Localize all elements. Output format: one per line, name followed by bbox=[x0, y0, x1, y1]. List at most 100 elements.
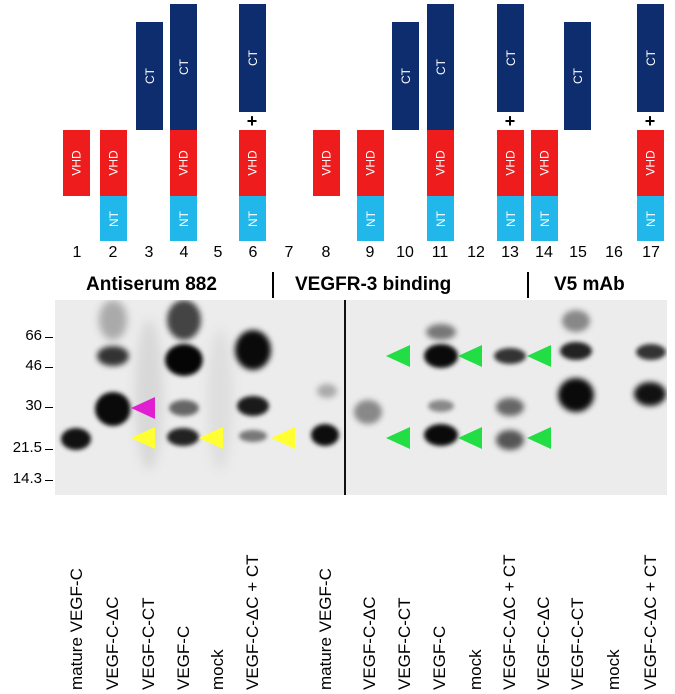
gel-band bbox=[169, 400, 199, 416]
ct-block-lane4: CT bbox=[170, 4, 197, 130]
section-divider bbox=[272, 272, 274, 298]
lane-number: 14 bbox=[535, 244, 553, 261]
lane-number: 8 bbox=[321, 244, 331, 261]
plus-sign-lane13: + bbox=[504, 111, 516, 131]
arrowhead-green bbox=[527, 345, 551, 367]
mw-tick bbox=[45, 480, 53, 481]
mw-tick bbox=[45, 407, 53, 408]
vhd-block-lane11: VHD bbox=[427, 130, 454, 196]
gel-band bbox=[426, 324, 456, 340]
mw-label-66: 66 bbox=[25, 327, 42, 344]
arrowhead-yellow bbox=[199, 427, 223, 449]
lane-number: 1 bbox=[72, 244, 82, 261]
ct-block-lane13: CT bbox=[497, 4, 524, 112]
lane-number: 11 bbox=[431, 244, 449, 261]
plus-sign-lane17: + bbox=[644, 111, 656, 131]
mw-label-14-3: 14.3 bbox=[12, 470, 42, 487]
section-antiserum-882: Antiserum 882 bbox=[86, 274, 217, 295]
vhd-block-lane4: VHD bbox=[170, 130, 197, 196]
sample-label: mock bbox=[604, 649, 623, 690]
vhd-block-lane2: VHD bbox=[100, 130, 127, 196]
mw-label-21-5: 21.5 bbox=[12, 439, 42, 456]
lane-number: 16 bbox=[605, 244, 623, 261]
gel-band bbox=[235, 330, 271, 370]
lane-number: 15 bbox=[569, 244, 587, 261]
sample-label: VEGF-C-ΔC bbox=[534, 596, 553, 690]
mw-tick bbox=[45, 337, 53, 338]
sample-label: mature VEGF-C bbox=[67, 568, 86, 690]
lane-number: 7 bbox=[284, 244, 294, 261]
ct-block-lane3: CT bbox=[136, 22, 163, 130]
lane-number: 5 bbox=[213, 244, 223, 261]
gel-band bbox=[311, 424, 339, 446]
section-vegfr3-binding: VEGFR-3 binding bbox=[295, 274, 452, 295]
lane-number: 12 bbox=[467, 244, 485, 261]
gel-band bbox=[95, 392, 131, 426]
mw-label-46: 46 bbox=[25, 357, 42, 374]
arrowhead-yellow bbox=[131, 427, 155, 449]
sample-label: VEGF-C-CT bbox=[568, 597, 587, 690]
gel-band bbox=[97, 346, 129, 366]
arrowhead-green bbox=[386, 345, 410, 367]
gel-band bbox=[317, 384, 337, 398]
ct-block-lane11: CT bbox=[427, 4, 454, 130]
arrowhead-magenta bbox=[131, 397, 155, 419]
lane-number: 3 bbox=[144, 244, 154, 261]
ct-block-lane17: CT bbox=[637, 4, 664, 112]
gel-band bbox=[61, 428, 91, 450]
gel-band bbox=[428, 400, 454, 412]
sample-label: mock bbox=[208, 649, 227, 690]
nt-block-lane14: NT bbox=[531, 196, 558, 241]
plus-sign-lane6: + bbox=[246, 111, 258, 131]
gel-band bbox=[237, 396, 269, 416]
gel-band bbox=[167, 300, 201, 340]
gel-band bbox=[636, 344, 666, 360]
gel-band bbox=[354, 400, 382, 424]
ct-block-lane15: CT bbox=[564, 22, 591, 130]
nt-block-lane6: NT bbox=[239, 196, 266, 241]
gel-band bbox=[239, 430, 267, 442]
sample-label: mock bbox=[466, 649, 485, 690]
sample-label: VEGF-C bbox=[174, 625, 193, 690]
mw-tick bbox=[45, 367, 53, 368]
vhd-block-lane8: VHD bbox=[313, 130, 340, 196]
sample-label: VEGF-C bbox=[430, 625, 449, 690]
nt-block-lane2: NT bbox=[100, 196, 127, 241]
lane-number: 10 bbox=[396, 244, 414, 261]
nt-block-lane11: NT bbox=[427, 196, 454, 241]
gel-band bbox=[167, 428, 199, 446]
lane-number: 2 bbox=[108, 244, 118, 261]
lane-number: 13 bbox=[501, 244, 519, 261]
nt-block-lane13: NT bbox=[497, 196, 524, 241]
gel-divider bbox=[344, 300, 346, 495]
gel-band bbox=[634, 382, 666, 406]
gel-band bbox=[560, 342, 592, 360]
gel-band bbox=[424, 344, 458, 368]
vhd-block-lane1: VHD bbox=[63, 130, 90, 196]
vhd-block-lane13: VHD bbox=[497, 130, 524, 196]
nt-block-lane9: NT bbox=[357, 196, 384, 241]
nt-block-lane4: NT bbox=[170, 196, 197, 241]
gel-band bbox=[207, 330, 233, 470]
sample-label: VEGF-C-ΔC + CT bbox=[500, 554, 519, 690]
sample-label: mature VEGF-C bbox=[316, 568, 335, 690]
gel-band bbox=[558, 378, 594, 412]
mw-label-30: 30 bbox=[25, 397, 42, 414]
vhd-block-lane6: VHD bbox=[239, 130, 266, 196]
gel-band bbox=[562, 310, 590, 332]
ct-block-lane10: CT bbox=[392, 22, 419, 130]
ct-block-lane6: CT bbox=[239, 4, 266, 112]
sample-label: VEGF-C-CT bbox=[395, 597, 414, 690]
arrowhead-green bbox=[386, 427, 410, 449]
gel-band bbox=[424, 424, 458, 446]
sample-label: VEGF-C-ΔC bbox=[103, 596, 122, 690]
vhd-block-lane17: VHD bbox=[637, 130, 664, 196]
arrowhead-green bbox=[527, 427, 551, 449]
gel-blot-left bbox=[55, 300, 344, 495]
section-v5-mab: V5 mAb bbox=[554, 274, 625, 295]
vhd-block-lane14: VHD bbox=[531, 130, 558, 196]
sample-label: VEGF-C-ΔC + CT bbox=[641, 554, 660, 690]
gel-band bbox=[494, 348, 526, 364]
gel-band bbox=[496, 430, 524, 450]
